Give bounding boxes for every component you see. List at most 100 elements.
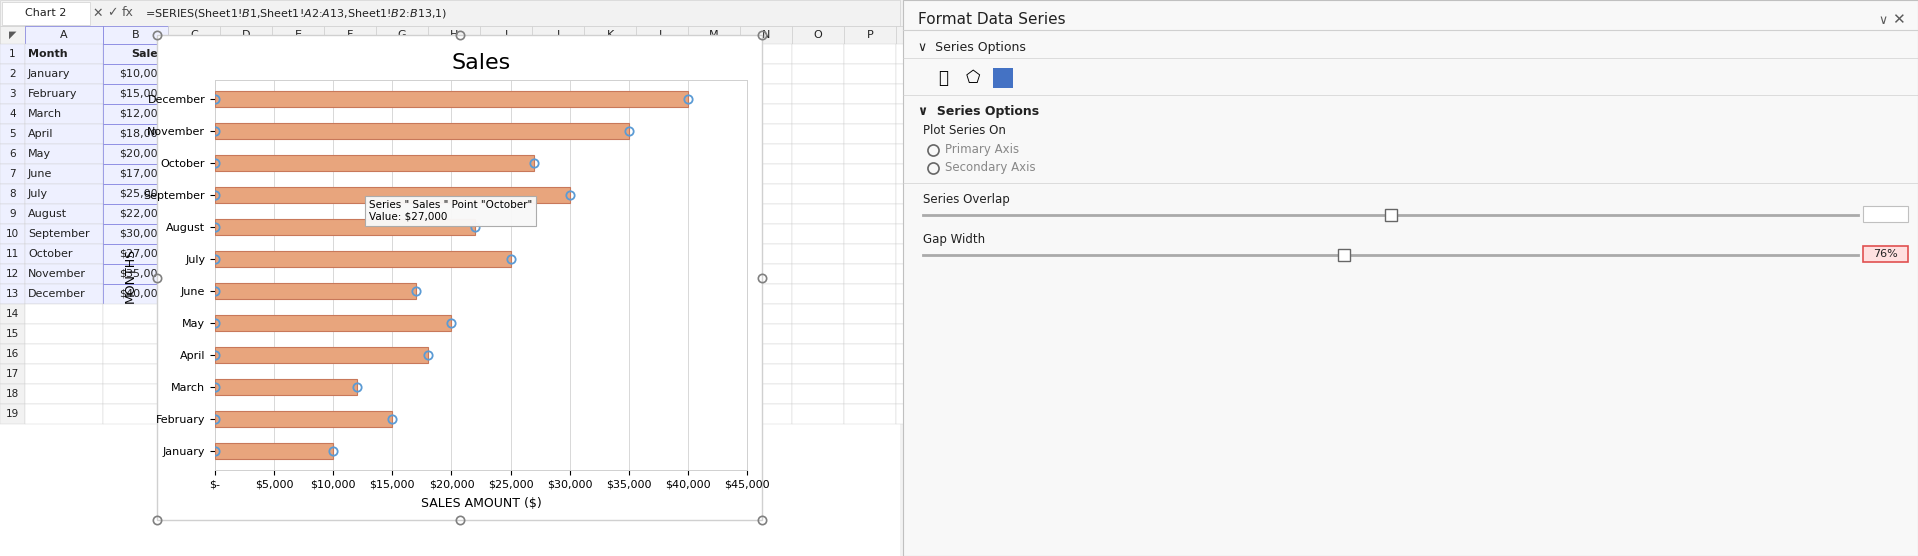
Bar: [896, 64, 947, 84]
Text: ✕: ✕: [1891, 12, 1905, 27]
Bar: [428, 224, 480, 244]
Title: Sales: Sales: [451, 53, 510, 73]
Bar: [947, 26, 999, 44]
Bar: [480, 264, 531, 284]
Bar: [428, 26, 480, 44]
Bar: [272, 304, 324, 324]
Bar: [104, 84, 169, 104]
Bar: [0, 384, 25, 404]
Bar: [376, 244, 428, 264]
Text: =SERIES(Sheet1!$B$1,Sheet1!$A$2:$A$13,Sheet1!$B$2:$B$13,1): =SERIES(Sheet1!$B$1,Sheet1!$A$2:$A$13,Sh…: [146, 7, 447, 19]
Bar: [480, 284, 531, 304]
Bar: [637, 384, 689, 404]
Bar: [792, 164, 844, 184]
Text: $20,000: $20,000: [119, 149, 165, 159]
Bar: [531, 224, 583, 244]
Bar: [689, 224, 740, 244]
Text: Plot Series On: Plot Series On: [923, 123, 1005, 137]
Text: 13: 13: [6, 289, 19, 299]
Bar: [583, 44, 637, 64]
Bar: [324, 164, 376, 184]
Bar: [428, 344, 480, 364]
Bar: [221, 384, 272, 404]
Text: C: C: [190, 30, 198, 40]
Bar: [272, 344, 324, 364]
Bar: [947, 84, 999, 104]
Bar: [844, 44, 896, 64]
Bar: [480, 404, 531, 424]
Bar: [531, 384, 583, 404]
Bar: [531, 264, 583, 284]
Bar: [272, 364, 324, 384]
Bar: [169, 324, 221, 344]
Bar: [792, 124, 844, 144]
Bar: [792, 244, 844, 264]
Bar: [215, 187, 570, 203]
Bar: [221, 144, 272, 164]
Bar: [844, 184, 896, 204]
Bar: [215, 315, 451, 331]
Bar: [740, 124, 792, 144]
Bar: [324, 304, 376, 324]
Bar: [324, 224, 376, 244]
Bar: [583, 304, 637, 324]
Bar: [272, 264, 324, 284]
Bar: [844, 26, 896, 44]
Bar: [272, 164, 324, 184]
Bar: [215, 347, 428, 363]
Bar: [947, 364, 999, 384]
Text: December: December: [29, 289, 86, 299]
Bar: [104, 244, 169, 264]
Bar: [740, 344, 792, 364]
Bar: [844, 204, 896, 224]
Text: 14: 14: [6, 309, 19, 319]
Bar: [376, 144, 428, 164]
Bar: [583, 204, 637, 224]
Bar: [583, 364, 637, 384]
Bar: [169, 26, 221, 44]
Bar: [844, 224, 896, 244]
Bar: [169, 44, 221, 64]
Bar: [480, 224, 531, 244]
Bar: [428, 64, 480, 84]
Bar: [740, 144, 792, 164]
Text: $18,000: $18,000: [119, 129, 165, 139]
Bar: [324, 324, 376, 344]
Bar: [169, 364, 221, 384]
Bar: [428, 264, 480, 284]
Bar: [376, 304, 428, 324]
Bar: [947, 204, 999, 224]
Bar: [637, 104, 689, 124]
Bar: [25, 344, 104, 364]
Text: R: R: [971, 30, 978, 40]
Bar: [844, 244, 896, 264]
Bar: [689, 284, 740, 304]
Bar: [324, 264, 376, 284]
Bar: [25, 264, 104, 284]
Bar: [169, 104, 221, 124]
Bar: [740, 244, 792, 264]
Bar: [104, 344, 169, 364]
Bar: [583, 404, 637, 424]
Bar: [428, 164, 480, 184]
Bar: [376, 284, 428, 304]
Bar: [896, 264, 947, 284]
Bar: [25, 104, 104, 124]
Text: May: May: [29, 149, 52, 159]
Bar: [0, 304, 25, 324]
Text: Series " Sales " Point "October"
Value: $27,000: Series " Sales " Point "October" Value: …: [368, 200, 531, 222]
Bar: [428, 144, 480, 164]
Bar: [169, 264, 221, 284]
Bar: [221, 204, 272, 224]
Bar: [1862, 246, 1908, 262]
Bar: [947, 304, 999, 324]
Bar: [272, 124, 324, 144]
Bar: [896, 404, 947, 424]
Bar: [531, 204, 583, 224]
Text: ∨  Series Options: ∨ Series Options: [919, 106, 1040, 118]
Bar: [272, 184, 324, 204]
Bar: [221, 84, 272, 104]
Text: fx: fx: [123, 7, 134, 19]
Bar: [689, 404, 740, 424]
Bar: [844, 324, 896, 344]
